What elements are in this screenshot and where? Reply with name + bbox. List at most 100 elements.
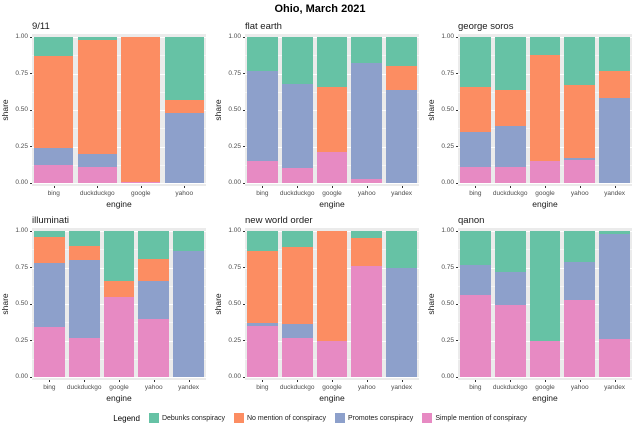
bar-segment: [34, 37, 74, 56]
x-tick-text: bing: [469, 384, 482, 391]
y-tick-text: 0.50: [228, 300, 241, 307]
y-axis-title: share: [425, 293, 436, 315]
bar-slot: [562, 37, 597, 183]
bar-slot: [315, 37, 350, 183]
bar-segment: [246, 323, 278, 326]
y-tick-mark: [456, 73, 458, 74]
x-tick-label: bing: [245, 380, 280, 393]
y-tick-mark: [243, 146, 245, 147]
bar-segment: [459, 37, 491, 87]
bar-segment: [77, 39, 117, 154]
x-tick-mark: [297, 380, 299, 382]
facet-title: 9/11: [32, 21, 50, 32]
x-tick-label: yahoo: [562, 380, 597, 393]
x-tick-label: yandex: [597, 186, 632, 199]
bar-segment: [459, 166, 491, 183]
major-gridline: [32, 183, 206, 184]
y-tick-label: 1.00: [228, 33, 245, 40]
stacked-bar-yandex: [599, 231, 631, 377]
stacked-bar-yahoo: [164, 37, 204, 183]
legend-item-simple-mention: Simple mention of conspiracy: [422, 413, 527, 423]
facet-panel-new-world-order: new world order share 0.00 0.25 0.50 0.75 1.…: [213, 211, 426, 405]
bar-segment: [77, 153, 117, 167]
plot-field: [245, 231, 419, 378]
bar-segment: [34, 147, 74, 166]
bar-segment: [564, 158, 596, 160]
x-tick-mark: [544, 380, 546, 382]
x-tick-text: yahoo: [570, 384, 589, 391]
bar-slot: [458, 231, 493, 377]
x-axis-title: engine: [106, 393, 132, 403]
bar-segment: [351, 178, 383, 183]
y-tick-mark: [30, 109, 32, 111]
y-tick-text: 0.75: [441, 263, 454, 271]
x-tick-label: google: [315, 186, 350, 199]
x-axis-title: engine: [319, 393, 345, 403]
y-tick-mark: [243, 267, 245, 268]
y-axis-ticks: 0.00 0.25 0.50 0.75 1.00: [435, 33, 458, 186]
bar-segment: [33, 231, 65, 237]
bar-segment: [564, 159, 596, 183]
bars-layer: [32, 231, 206, 377]
bar-segment: [459, 295, 491, 377]
x-tick-text: yandex: [604, 190, 626, 197]
bar-segment: [386, 89, 418, 183]
y-tick-label: 0.75: [441, 69, 458, 77]
bar-segment: [529, 54, 561, 162]
x-tick-mark: [614, 380, 616, 382]
y-tick-label: 1.00: [15, 33, 32, 40]
bar-segment: [173, 251, 205, 377]
x-tick-text: yahoo: [357, 190, 376, 197]
stacked-bar-yahoo: [564, 37, 596, 183]
x-axis-ticks: bing duckduckgo google yahoo yandex: [32, 380, 206, 393]
y-tick-text: 0.50: [441, 300, 454, 307]
bar-segment: [599, 98, 631, 183]
y-tick-mark: [30, 340, 32, 341]
x-tick-mark: [510, 186, 512, 188]
y-tick-mark: [30, 230, 32, 232]
stacked-bar-duckduckgo: [281, 231, 313, 377]
bar-segment: [386, 37, 418, 67]
y-tick-label: 0.50: [228, 300, 245, 307]
bar-slot: [493, 37, 528, 183]
major-gridline: [245, 377, 419, 378]
bars-layer: [458, 231, 632, 377]
x-tick-label: duckduckgo: [76, 186, 120, 199]
bar-segment: [138, 258, 170, 281]
x-tick-label: bing: [32, 186, 76, 199]
x-tick-mark: [475, 186, 477, 188]
bar-segment: [281, 324, 313, 338]
bar-segment: [351, 231, 383, 239]
y-tick-mark: [243, 73, 245, 74]
bar-segment: [459, 131, 491, 167]
y-tick-mark: [243, 182, 245, 184]
x-axis-ticks: bing duckduckgo google yahoo yandex: [458, 186, 632, 199]
bar-slot: [245, 37, 280, 183]
major-gridline: [458, 183, 632, 184]
bar-segment: [281, 247, 313, 325]
y-tick-label: 0.00: [228, 179, 245, 186]
plot-field: [32, 231, 206, 378]
y-tick-label: 0.25: [15, 337, 32, 344]
bar-slot: [280, 231, 315, 377]
bar-slot: [597, 231, 632, 377]
bar-segment: [68, 245, 100, 261]
major-gridline: [32, 37, 206, 38]
x-tick-label: yandex: [171, 380, 206, 393]
stacked-bar-yahoo: [351, 231, 383, 377]
y-tick-text: 0.00: [15, 373, 28, 380]
x-tick-mark: [401, 380, 403, 382]
bar-segment: [33, 263, 65, 328]
bar-segment: [246, 37, 278, 71]
bar-slot: [458, 37, 493, 183]
stacked-bar-google: [316, 37, 348, 183]
bar-segment: [281, 37, 313, 84]
y-tick-text: 0.75: [441, 69, 454, 77]
bar-slot: [136, 231, 171, 377]
x-tick-mark: [184, 186, 186, 188]
facet-panel-illuminati: illuminati share 0.00 0.25 0.50 0.75 1.00 bi…: [0, 211, 213, 405]
minor-gridline: [32, 91, 206, 93]
y-tick-mark: [456, 230, 458, 232]
y-tick-label: 1.00: [15, 227, 32, 234]
legend-title: Legend: [113, 413, 140, 423]
